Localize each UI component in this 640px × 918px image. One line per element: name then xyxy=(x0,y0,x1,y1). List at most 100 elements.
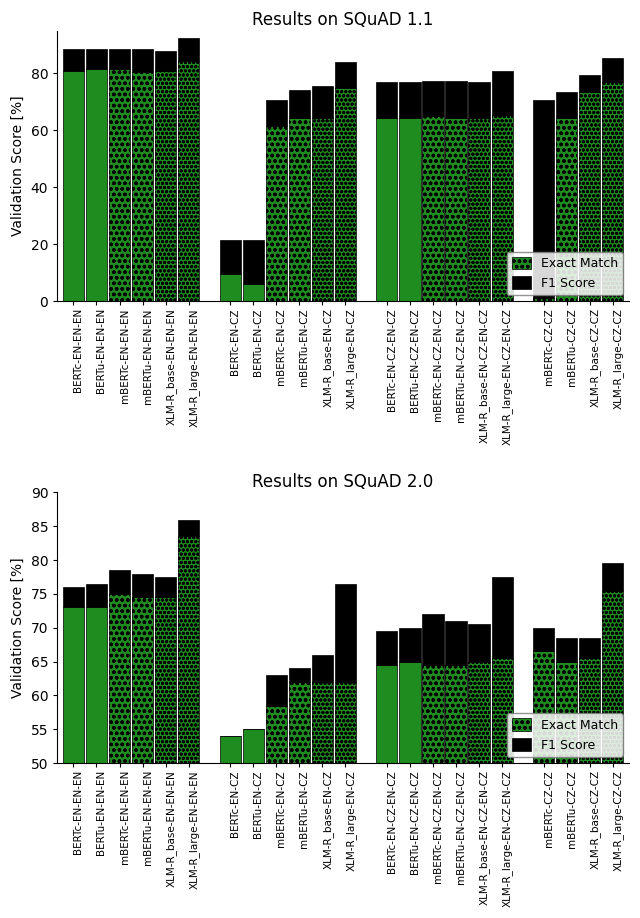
Bar xyxy=(243,240,264,285)
Bar xyxy=(468,82,490,118)
Bar xyxy=(445,621,467,665)
Bar xyxy=(335,87,356,301)
Bar xyxy=(86,608,107,918)
Bar xyxy=(289,682,310,918)
Bar xyxy=(86,584,107,608)
Bar xyxy=(399,82,420,118)
Bar xyxy=(132,598,153,918)
Bar xyxy=(376,118,397,301)
Bar xyxy=(220,274,241,301)
Bar xyxy=(445,665,467,918)
Bar xyxy=(533,298,554,301)
Bar xyxy=(376,82,397,118)
Bar xyxy=(602,82,623,301)
Bar xyxy=(312,655,333,682)
Bar xyxy=(468,662,490,918)
Bar xyxy=(178,536,199,918)
Bar xyxy=(266,100,287,126)
Legend: Exact Match, F1 Score: Exact Match, F1 Score xyxy=(507,713,623,756)
Bar xyxy=(243,285,264,301)
Bar xyxy=(445,118,467,301)
Bar xyxy=(579,92,600,301)
Bar xyxy=(399,628,420,662)
Bar xyxy=(602,82,623,301)
Bar xyxy=(109,50,130,69)
Bar xyxy=(86,50,107,69)
Y-axis label: Validation Score [%]: Validation Score [%] xyxy=(11,95,25,236)
Bar xyxy=(422,117,444,301)
Bar xyxy=(579,75,600,92)
Bar xyxy=(312,118,333,301)
Bar xyxy=(312,682,333,918)
Bar xyxy=(109,594,130,918)
Bar xyxy=(289,668,310,682)
Bar xyxy=(220,240,241,274)
Bar xyxy=(155,577,176,598)
Bar xyxy=(602,564,623,590)
Bar xyxy=(556,638,577,662)
Bar xyxy=(289,118,310,301)
Bar xyxy=(445,665,467,918)
Bar xyxy=(422,117,444,301)
Bar xyxy=(492,658,513,918)
Bar xyxy=(492,115,513,301)
Bar xyxy=(132,50,153,72)
Bar xyxy=(178,520,199,536)
Bar xyxy=(178,61,199,301)
Title: Results on SQuAD 2.0: Results on SQuAD 2.0 xyxy=(252,473,434,491)
Bar xyxy=(468,624,490,662)
Bar xyxy=(312,86,333,118)
Bar xyxy=(399,662,420,918)
Bar xyxy=(266,706,287,918)
Bar xyxy=(132,598,153,918)
Y-axis label: Validation Score [%]: Validation Score [%] xyxy=(11,557,25,698)
Bar xyxy=(178,61,199,301)
Bar xyxy=(335,87,356,301)
Bar xyxy=(556,662,577,918)
Bar xyxy=(492,71,513,115)
Bar xyxy=(556,92,577,118)
Bar xyxy=(312,118,333,301)
Bar xyxy=(399,118,420,301)
Bar xyxy=(556,118,577,301)
Bar xyxy=(266,126,287,301)
Bar xyxy=(468,662,490,918)
Bar xyxy=(289,91,310,118)
Bar xyxy=(376,632,397,665)
Bar xyxy=(533,298,554,301)
Bar xyxy=(335,682,356,918)
Bar xyxy=(63,608,84,918)
Bar xyxy=(178,536,199,918)
Bar xyxy=(155,71,176,301)
Bar xyxy=(556,662,577,918)
Bar xyxy=(492,115,513,301)
Bar xyxy=(533,628,554,652)
Bar xyxy=(289,118,310,301)
Bar xyxy=(178,38,199,61)
Bar xyxy=(109,69,130,301)
Bar xyxy=(492,577,513,658)
Bar xyxy=(266,675,287,706)
Title: Results on SQuAD 1.1: Results on SQuAD 1.1 xyxy=(252,11,434,29)
Bar xyxy=(445,118,467,301)
Bar xyxy=(579,92,600,301)
Bar xyxy=(109,69,130,301)
Bar xyxy=(220,736,241,918)
Bar xyxy=(492,658,513,918)
Bar xyxy=(109,570,130,594)
Bar xyxy=(579,638,600,658)
Bar xyxy=(155,598,176,918)
Bar xyxy=(579,658,600,918)
Bar xyxy=(155,50,176,71)
Bar xyxy=(422,614,444,665)
Bar xyxy=(312,682,333,918)
Bar xyxy=(445,81,467,118)
Bar xyxy=(335,682,356,918)
Bar xyxy=(376,665,397,918)
Bar xyxy=(266,126,287,301)
Bar xyxy=(556,118,577,301)
Bar xyxy=(602,58,623,82)
Bar xyxy=(155,71,176,301)
Bar xyxy=(243,729,264,918)
Bar xyxy=(155,598,176,918)
